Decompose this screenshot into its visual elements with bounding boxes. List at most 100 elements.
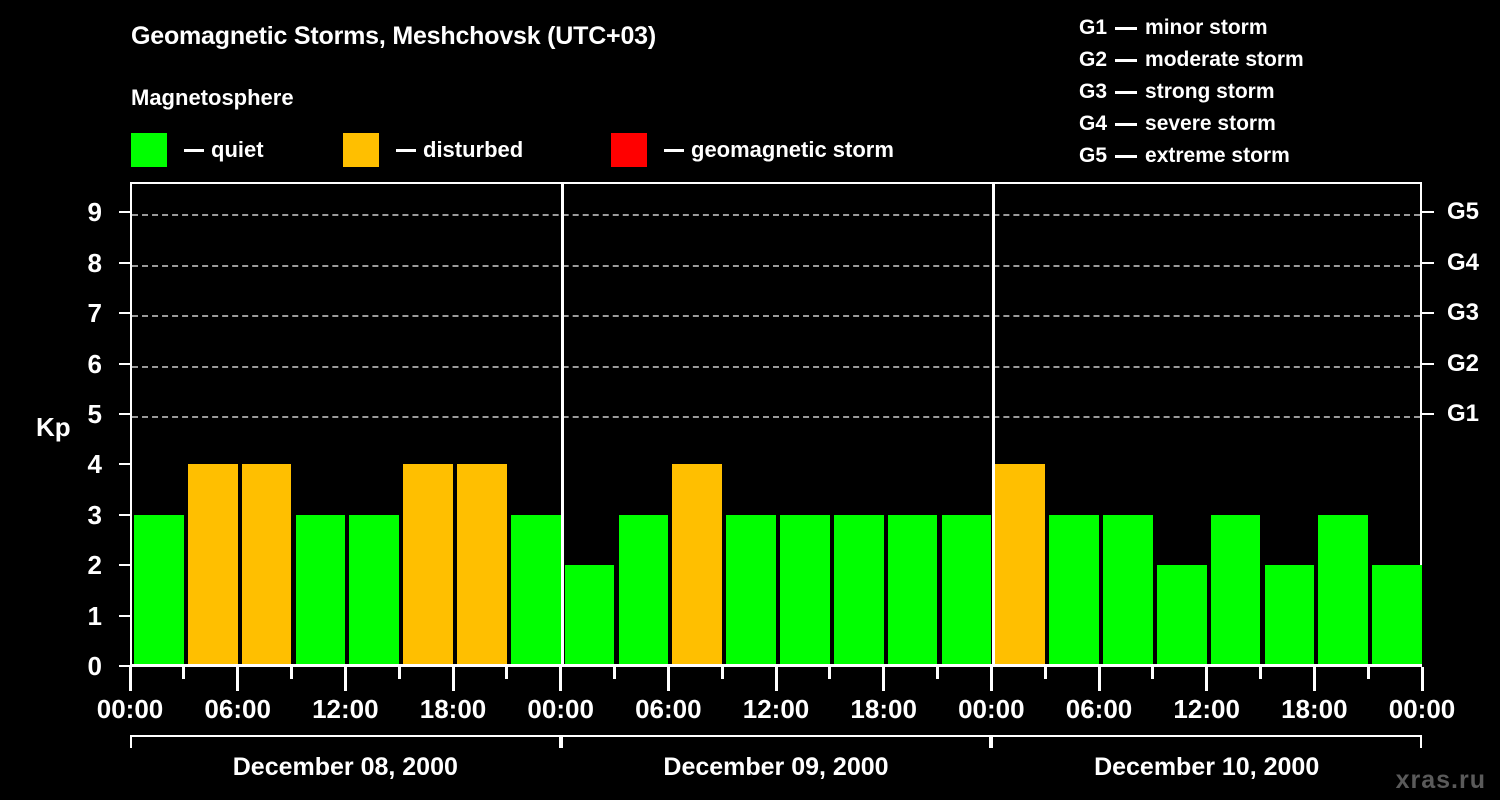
x-tick-label: 00:00 <box>527 694 594 724</box>
x-tick-minor <box>1151 667 1155 679</box>
x-tick-major <box>774 667 778 691</box>
y-tick-label-6: 6 <box>87 348 102 379</box>
g-scale-item-g1: G1 minor storm <box>1079 12 1479 44</box>
gridline-kp-9 <box>132 214 1420 217</box>
x-tick-label: 00:00 <box>96 694 164 724</box>
legend-dash-icon <box>664 148 684 152</box>
g-scale-description: moderate storm <box>1145 48 1304 71</box>
x-tick-label: 12:00 <box>1173 694 1240 724</box>
legend-dash-icon <box>184 148 204 152</box>
bar-kp <box>618 514 669 666</box>
legend-dash-icon <box>396 148 416 152</box>
g-scale-dash-icon <box>1115 90 1138 94</box>
x-tick-label: 00:00 <box>958 694 1025 724</box>
right-axis-label-g5: G5 <box>1447 198 1480 226</box>
x-tick-major <box>236 667 240 691</box>
date-bracket <box>560 735 992 748</box>
legend-swatch-storm-icon <box>611 133 647 167</box>
x-tick-minor <box>397 667 401 679</box>
x-tick-major <box>559 667 563 691</box>
day-separator <box>991 184 995 666</box>
x-tick-label: 18:00 <box>850 694 917 724</box>
bar-kp <box>1156 565 1207 666</box>
y-tick-mark <box>119 211 130 214</box>
y-tick-label-5: 5 <box>87 398 102 429</box>
bar-kp <box>1049 514 1099 666</box>
gridline-kp-8 <box>132 264 1420 267</box>
x-tick-minor <box>828 667 832 679</box>
date-label: December 10, 2000 <box>1094 753 1320 781</box>
x-tick-minor <box>1259 667 1262 679</box>
bar-kp <box>1264 565 1315 666</box>
x-tick-minor <box>936 667 939 679</box>
page-title: Geomagnetic Storms, Meshchovsk (UTC+03) <box>131 22 656 50</box>
g-scale-code: G1 <box>1079 16 1108 39</box>
x-tick-minor <box>505 667 509 679</box>
x-tick-major <box>451 667 455 691</box>
right-axis-tick-mark <box>1422 312 1434 315</box>
bar-kp <box>564 565 615 666</box>
x-tick-major <box>882 667 886 691</box>
y-tick-mark <box>119 261 130 264</box>
legend-entry-quiet: quiet <box>131 132 264 168</box>
bar-kp <box>672 464 723 666</box>
x-tick-label: 12:00 <box>742 694 810 724</box>
bar-kp <box>457 464 507 666</box>
x-tick-major <box>1097 667 1101 691</box>
y-tick-mark <box>119 513 130 516</box>
x-tick-minor <box>1366 667 1370 679</box>
y-tick-mark <box>119 362 130 365</box>
right-axis-label-g2: G2 <box>1447 349 1480 377</box>
bar-kp <box>726 514 776 666</box>
x-tick-major <box>1312 667 1316 691</box>
x-tick-label: 18:00 <box>1281 694 1348 724</box>
legend-entry-storm: geomagnetic storm <box>611 132 894 168</box>
legend-label-storm: geomagnetic storm <box>691 137 894 162</box>
bar-kp <box>1103 514 1153 666</box>
x-tick-major <box>989 667 993 691</box>
y-tick-label-9: 9 <box>87 197 102 228</box>
bar-kp <box>241 464 292 666</box>
bar-kp <box>887 514 938 666</box>
x-tick-major <box>1205 667 1209 691</box>
right-axis-label-g3: G3 <box>1447 299 1480 327</box>
y-tick-mark <box>119 463 130 466</box>
g-scale-dash-icon <box>1115 154 1138 158</box>
x-tick-major <box>343 667 347 691</box>
x-tick-minor <box>613 667 616 679</box>
x-tick-minor <box>182 667 186 679</box>
y-tick-label-3: 3 <box>87 499 102 530</box>
g-scale-item-g3: G3 strong storm <box>1079 76 1479 108</box>
g-scale-description: severe storm <box>1145 112 1276 135</box>
g-scale-code: G5 <box>1079 144 1108 167</box>
g-scale-description: strong storm <box>1145 80 1275 103</box>
g-scale-item-g2: G2 moderate storm <box>1079 44 1479 76</box>
g-scale-code: G4 <box>1079 112 1108 135</box>
bar-kp <box>833 514 884 666</box>
y-tick-mark <box>119 614 130 617</box>
bar-kp <box>995 464 1046 666</box>
y-tick-mark <box>119 564 130 567</box>
x-tick-label: 06:00 <box>204 694 271 724</box>
legend-label-quiet: quiet <box>211 137 264 162</box>
g-scale-code: G2 <box>1079 48 1108 71</box>
bar-kp <box>187 464 238 666</box>
bar-kp <box>295 514 346 666</box>
bar-kp <box>780 514 830 666</box>
x-tick-label: 00:00 <box>1388 694 1456 724</box>
y-tick-label-7: 7 <box>87 298 102 329</box>
bar-kp <box>1372 565 1422 666</box>
x-axis-baseline <box>130 664 1422 667</box>
g-scale-description: extreme storm <box>1145 144 1290 167</box>
x-tick-major <box>666 667 670 691</box>
y-tick-label-2: 2 <box>87 550 102 581</box>
bar-kp <box>1210 514 1261 666</box>
date-bracket <box>991 735 1422 748</box>
x-tick-label: 06:00 <box>635 694 702 724</box>
right-axis-tick-mark <box>1422 362 1434 365</box>
y-tick-mark <box>119 412 130 415</box>
date-bracket <box>130 735 561 748</box>
bar-kp <box>349 514 400 666</box>
legend-entry-disturbed: disturbed <box>343 132 523 168</box>
